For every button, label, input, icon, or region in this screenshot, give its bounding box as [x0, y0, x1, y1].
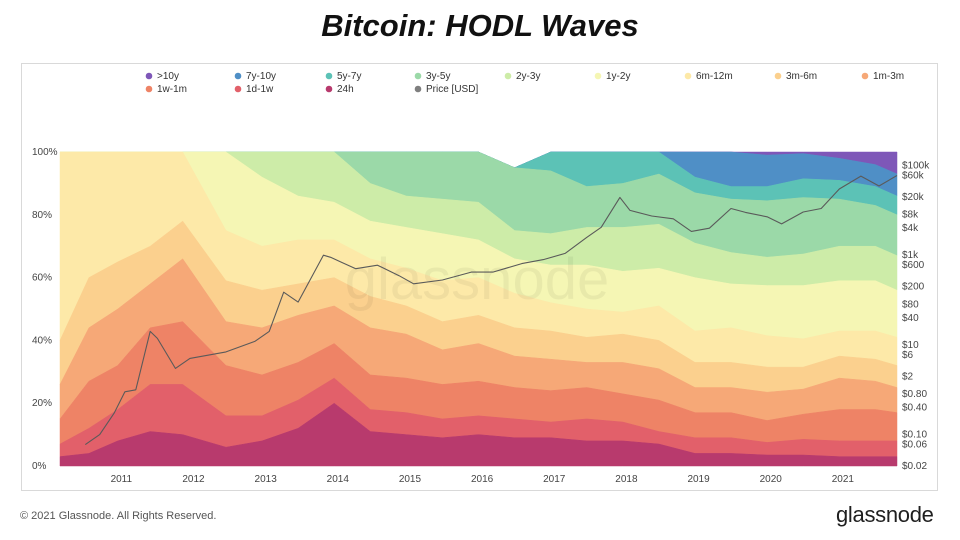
y-right-tick-label: $0.06 [902, 440, 927, 451]
y-right-tick-label: $20k [902, 192, 925, 203]
y-axis-right: $0.02 $0.06$0.10 $0.40 $0.80 $2 $6$10 $40 $80 $2… [902, 161, 930, 472]
legend-item-5y-7y[interactable]: 5y-7y [325, 71, 362, 82]
legend-label: Price [USD] [426, 84, 478, 95]
legend-swatch [325, 85, 333, 93]
y-left-tick-label: 60% [32, 273, 52, 284]
x-tick-label: 2020 [760, 474, 783, 485]
y-left-tick-label: 0% [32, 461, 47, 472]
y-right-tick-label: $40 [902, 313, 919, 324]
legend-label: 2y-3y [516, 71, 540, 82]
legend-item-1d-1w[interactable]: 1d-1w [234, 84, 274, 95]
legend-swatch [504, 72, 512, 80]
legend-item-6m-12m[interactable]: 6m-12m [684, 71, 733, 82]
y-axis-left: 0% 20% 40% 60% 80% 100% [32, 147, 58, 472]
legend-swatch [234, 85, 242, 93]
y-left-tick-label: 80% [32, 210, 52, 221]
legend-label: 1y-2y [606, 71, 630, 82]
legend-label: 1w-1m [157, 84, 187, 95]
legend-label: 7y-10y [246, 71, 276, 82]
legend-item-24h[interactable]: 24h [325, 84, 354, 95]
legend-label: 3m-6m [786, 71, 817, 82]
x-tick-label: 2014 [327, 474, 350, 485]
legend-swatch [234, 72, 242, 80]
x-tick-label: 2018 [615, 474, 638, 485]
y-right-tick-label: $100k [902, 161, 930, 172]
legend-label: 3y-5y [426, 71, 450, 82]
chart-title: Bitcoin: HODL Waves [321, 8, 639, 43]
glassnode-logo: glassnode [836, 502, 934, 527]
x-tick-label: 2017 [543, 474, 566, 485]
legend-swatch [684, 72, 692, 80]
y-right-tick-label: $8k [902, 210, 919, 221]
x-tick-label: 2021 [832, 474, 855, 485]
legend-item-3y-5y[interactable]: 3y-5y [414, 71, 451, 82]
price-line [84, 175, 898, 446]
y-right-tick-label: $6 [902, 350, 914, 361]
y-right-tick-label: $0.40 [902, 403, 927, 414]
legend-item-2y-3y[interactable]: 2y-3y [504, 71, 541, 82]
y-left-tick-label: 20% [32, 398, 52, 409]
y-right-tick-label: $0.02 [902, 461, 927, 472]
y-right-tick-label: $10 [902, 340, 919, 351]
legend-item-gt-10y[interactable]: >10y [145, 71, 179, 82]
area-24h [59, 402, 898, 467]
legend-swatch [145, 72, 153, 80]
y-left-tick-label: 100% [32, 147, 58, 158]
legend-label: >10y [157, 71, 179, 82]
legend-swatch [414, 72, 422, 80]
legend-item-price-usd[interactable]: Price [USD] [414, 84, 479, 95]
legend-label: 6m-12m [696, 71, 733, 82]
y-right-tick-label: $60k [902, 170, 925, 181]
legend-swatch [594, 72, 602, 80]
area-layers [59, 151, 898, 467]
y-left-tick-label: 40% [32, 335, 52, 346]
legend-swatch [414, 85, 422, 93]
y-right-tick-label: $2 [902, 371, 914, 382]
chart-frame: >10y 7y-10y 5y-7y 3y-5y 2y-3y 1y-2y 6m-12m 3m-6… [21, 63, 938, 491]
x-axis: 2011 2012 2013 2014 2015 2016 2017 2018 2019 2020… [111, 474, 855, 485]
y-right-tick-label: $4k [902, 223, 919, 234]
y-right-tick-label: $600 [902, 260, 925, 271]
x-tick-label: 2011 [111, 474, 133, 485]
legend-label: 24h [337, 84, 354, 95]
legend-item-1m-3m[interactable]: 1m-3m [861, 71, 904, 82]
copyright-text: © 2021 Glassnode. All Rights Reserved. [20, 510, 217, 522]
legend-item-7y-10y[interactable]: 7y-10y [234, 71, 276, 82]
legend-swatch [861, 72, 869, 80]
price-line-layer [84, 175, 898, 446]
legend-label: 1d-1w [246, 84, 274, 95]
y-right-tick-label: $200 [902, 282, 925, 293]
y-right-tick-label: $0.80 [902, 389, 927, 400]
legend-label: 1m-3m [873, 71, 904, 82]
hodl-waves-chart: >10y 7y-10y 5y-7y 3y-5y 2y-3y 1y-2y 6m-12m 3m-6… [32, 71, 930, 485]
y-right-tick-label: $0.10 [902, 430, 927, 441]
x-tick-label: 2015 [399, 474, 422, 485]
legend-item-1y-2y[interactable]: 1y-2y [594, 71, 631, 82]
legend-item-3m-6m[interactable]: 3m-6m [774, 71, 817, 82]
x-tick-label: 2019 [687, 474, 710, 485]
x-tick-label: 2016 [471, 474, 494, 485]
legend: >10y 7y-10y 5y-7y 3y-5y 2y-3y 1y-2y 6m-12m 3m-6… [145, 71, 904, 95]
x-tick-label: 2013 [255, 474, 278, 485]
y-right-tick-label: $80 [902, 299, 919, 310]
legend-label: 5y-7y [337, 71, 361, 82]
y-right-tick-label: $1k [902, 250, 919, 261]
legend-swatch [325, 72, 333, 80]
legend-item-1w-1m[interactable]: 1w-1m [145, 84, 187, 95]
legend-swatch [774, 72, 782, 80]
x-tick-label: 2012 [182, 474, 205, 485]
legend-swatch [145, 85, 153, 93]
watermark: glassnode [345, 247, 609, 312]
